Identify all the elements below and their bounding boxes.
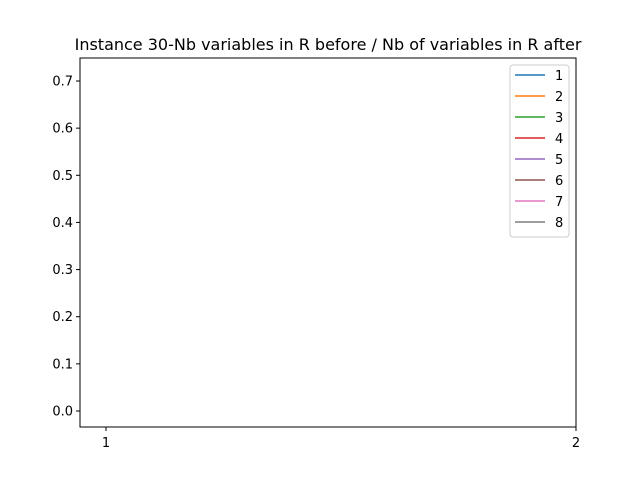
legend-label: 4 bbox=[555, 132, 563, 147]
legend: 1 2 3 4 5 6 7 8 bbox=[509, 64, 570, 238]
legend-label: 8 bbox=[555, 216, 563, 231]
y-tick-label: 0.7 bbox=[52, 75, 73, 90]
y-tick-label: 0.2 bbox=[52, 310, 73, 325]
y-axis: 0.0 0.1 0.2 0.3 0.4 0.5 0.6 0.7 bbox=[52, 75, 80, 420]
chart-title: Instance 30-Nb variables in R before / N… bbox=[75, 35, 582, 54]
plot-area-frame bbox=[79, 57, 577, 428]
y-tick-label: 0.5 bbox=[52, 169, 73, 184]
legend-label: 1 bbox=[555, 69, 563, 84]
x-tick-label: 1 bbox=[102, 436, 110, 451]
legend-label: 6 bbox=[555, 174, 563, 189]
legend-items: 1 2 3 4 5 6 7 8 bbox=[515, 69, 563, 231]
legend-label: 5 bbox=[555, 153, 563, 168]
y-tick-label: 0.1 bbox=[52, 357, 73, 372]
legend-label: 2 bbox=[555, 90, 563, 105]
y-tick-label: 0.6 bbox=[52, 122, 73, 137]
x-tick-label: 2 bbox=[572, 436, 580, 451]
y-tick-label: 0.4 bbox=[52, 216, 73, 231]
legend-label: 7 bbox=[555, 195, 563, 210]
y-tick-label: 0.3 bbox=[52, 263, 73, 278]
legend-label: 3 bbox=[555, 111, 563, 126]
y-tick-label: 0.0 bbox=[52, 405, 73, 420]
legend-frame bbox=[509, 64, 570, 238]
